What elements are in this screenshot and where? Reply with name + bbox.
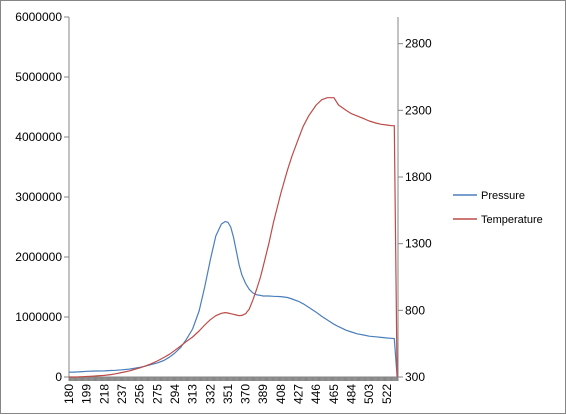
y-tick-label-left: 3000000 — [15, 190, 62, 204]
y-tick-label-left: 2000000 — [15, 250, 62, 264]
x-tick-label: 332 — [203, 384, 217, 404]
legend-label-temperature: Temperature — [481, 214, 543, 226]
x-tick-label: 446 — [309, 384, 323, 404]
x-tick-label: 199 — [80, 384, 94, 404]
axes: 0 1000000 2000000 3000000 4000000 5000000 6000… — [15, 10, 432, 404]
x-tick-label: 389 — [256, 384, 270, 404]
x-tick-label: 465 — [327, 384, 341, 404]
x-tick-label: 503 — [362, 384, 376, 404]
x-tick-label: 370 — [239, 384, 253, 404]
x-tick-label: 256 — [133, 384, 147, 404]
x-tick-label: 237 — [115, 384, 129, 404]
y-tick-label-left: 5000000 — [15, 70, 62, 84]
legend: Pressure Temperature — [453, 190, 543, 226]
x-tick-label: 408 — [274, 384, 288, 404]
x-tick-label: 275 — [150, 384, 164, 404]
x-tick-label: 484 — [345, 384, 359, 404]
y-tick-label-left: 4000000 — [15, 130, 62, 144]
x-tick-label: 218 — [97, 384, 111, 404]
y-tick-label-right: 1300 — [405, 237, 432, 251]
y-tick-label-left: 0 — [55, 370, 62, 384]
x-tick-label: 313 — [186, 384, 200, 404]
x-tick-label: 427 — [292, 384, 306, 404]
y-tick-label-right: 1800 — [405, 170, 432, 184]
y-tick-label-left: 1000000 — [15, 310, 62, 324]
y-tick-label-right: 300 — [405, 370, 425, 384]
x-tick-label: 351 — [221, 384, 235, 404]
x-tick-label: 294 — [168, 384, 182, 404]
y-tick-label-left: 6000000 — [15, 10, 62, 24]
series-lines — [68, 97, 398, 378]
y-tick-label-right: 2300 — [405, 103, 432, 117]
x-tick-label: 522 — [380, 384, 394, 404]
series-line-pressure — [68, 221, 398, 377]
series-line-temperature — [69, 97, 398, 378]
x-tick-label: 180 — [62, 384, 76, 404]
legend-label-pressure: Pressure — [481, 190, 525, 202]
y-tick-label-right: 2800 — [405, 37, 432, 51]
y-tick-label-right: 800 — [405, 303, 425, 317]
